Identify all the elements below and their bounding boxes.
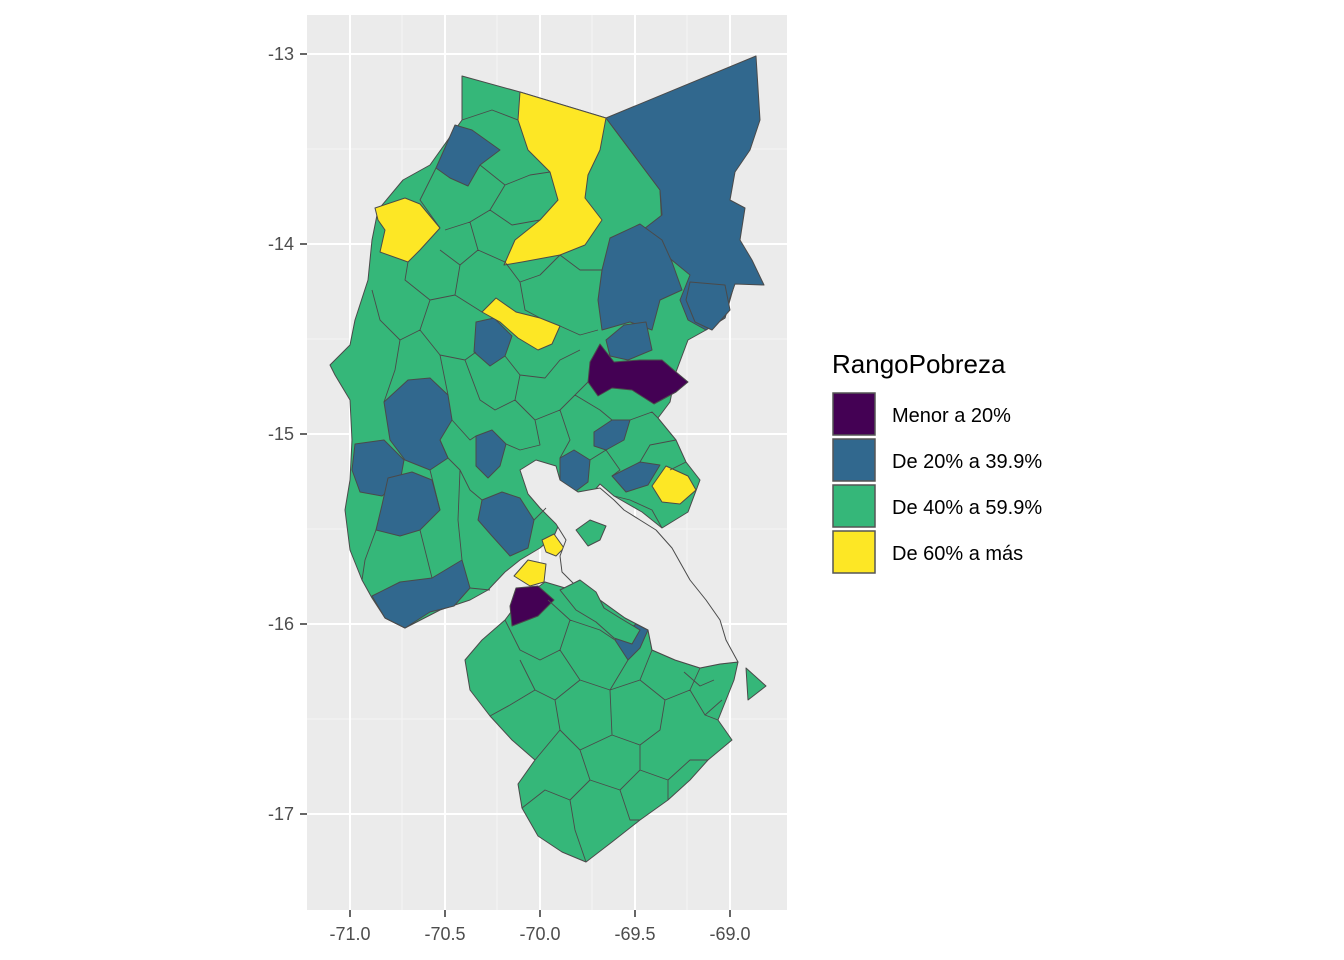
legend-swatch	[832, 392, 876, 436]
region-nw-blue	[435, 124, 501, 187]
region-west-yellow	[374, 197, 441, 263]
region-east-blue-2	[685, 281, 731, 331]
axis-ticks	[300, 53, 731, 917]
legend-label: Menor a 20%	[892, 405, 1011, 427]
y-tick-label: -13	[268, 44, 294, 64]
map-regions	[329, 55, 767, 863]
region-central-blue-c	[477, 491, 535, 557]
y-tick-label: -15	[268, 424, 294, 444]
region-southwest-blue	[371, 559, 471, 629]
legend-title: RangoPobreza	[832, 349, 1006, 379]
legend-label: De 20% a 39.9%	[892, 451, 1042, 473]
y-tick-label: -14	[268, 234, 294, 254]
region-east-blue	[597, 223, 683, 331]
lake-titicaca	[519, 459, 739, 669]
x-tick-label: -69.5	[614, 924, 655, 944]
x-tick-label: -70.5	[424, 924, 465, 944]
region-south-yellow-a	[513, 559, 547, 587]
legend-swatch	[832, 530, 876, 574]
region-center-yellow	[481, 297, 561, 351]
legend-label: De 40% a 59.9%	[892, 497, 1042, 519]
region-east-purple	[587, 343, 689, 405]
region-east-blue-small	[611, 461, 661, 493]
legend-swatch	[832, 438, 876, 482]
legend-label: De 60% a más	[892, 543, 1023, 565]
region-east-triangle	[745, 667, 767, 701]
region-south-purple	[509, 585, 555, 627]
region-south-yellow-b	[541, 533, 565, 557]
region-central-blue-b	[475, 429, 507, 479]
x-tick-label: -70.0	[519, 924, 560, 944]
legend-swatch	[832, 484, 876, 528]
x-tick-label: -69.0	[709, 924, 750, 944]
region-blue-small-e	[605, 321, 653, 361]
x-tick-label: -71.0	[329, 924, 370, 944]
lake-peninsula-green	[559, 579, 641, 645]
district-lines	[361, 109, 723, 863]
region-east-yellow	[651, 465, 697, 505]
region-north-yellow	[503, 91, 607, 266]
y-tick-label: -16	[268, 614, 294, 634]
lake-inner-green	[575, 519, 607, 547]
legend: RangoPobreza Menor a 20% De 20% a 39.9% …	[832, 349, 1042, 574]
y-tick-label: -17	[268, 804, 294, 824]
